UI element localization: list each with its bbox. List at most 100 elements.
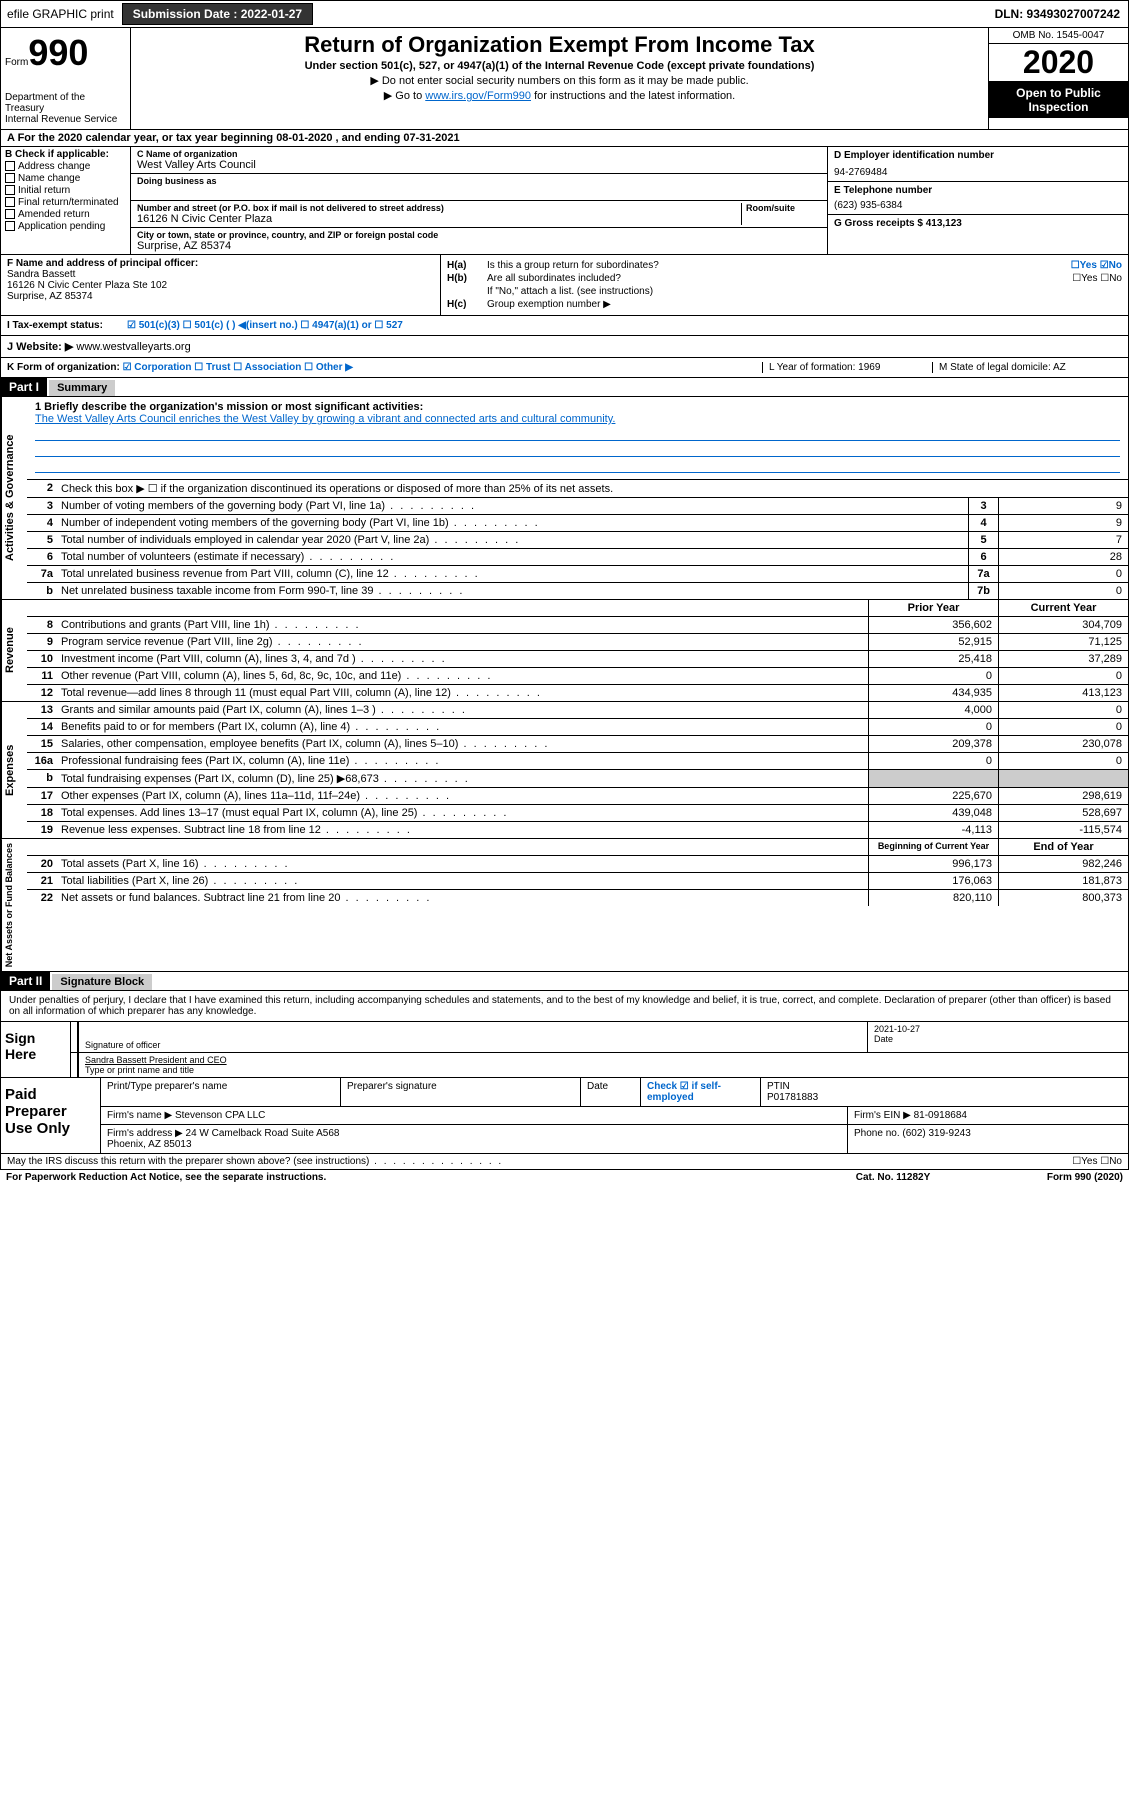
sig-row1: Signature of officer 2021-10-27 Date [71,1022,1128,1053]
sig-row2: Sandra Bassett President and CEO Type or… [71,1053,1128,1077]
row-val: 0 [998,583,1128,599]
prior-val: 52,915 [868,634,998,650]
b-amended[interactable]: Amended return [5,209,126,220]
c-city-box: City or town, state or province, country… [131,228,827,254]
discuss-yesno[interactable]: ☐Yes ☐No [1072,1156,1122,1167]
phone-value: (623) 935-6384 [834,200,1122,211]
part2-header: Part II Signature Block [0,972,1129,991]
row-num: 6 [27,549,57,565]
prep-sig[interactable]: Preparer's signature [341,1078,581,1106]
row-num: 8 [27,617,57,633]
row-text: Program service revenue (Part VIII, line… [57,634,868,650]
row-box: 7a [968,566,998,582]
part2-title: Signature Block [52,974,152,990]
sig-officer-label: Signature of officer [85,1040,861,1050]
b-name-change[interactable]: Name change [5,173,126,184]
i-options[interactable]: ☑ 501(c)(3) ☐ 501(c) ( ) ◀(insert no.) ☐… [127,320,403,331]
summary-row: b Net unrelated business taxable income … [27,583,1128,599]
g-receipts-box: G Gross receipts $ 413,123 [828,215,1128,232]
k-options[interactable]: ☑ Corporation ☐ Trust ☐ Association ☐ Ot… [123,362,353,373]
addr-label: Number and street (or P.O. box if mail i… [137,203,741,213]
c-name-box: C Name of organization West Valley Arts … [131,147,827,174]
prior-val: 434,935 [868,685,998,701]
blank-hdr [27,600,868,616]
summary-row: b Total fundraising expenses (Part IX, c… [27,770,1128,788]
prior-val: 25,418 [868,651,998,667]
k-form-org: K Form of organization: ☑ Corporation ☐ … [7,362,762,373]
efile-label: efile GRAPHIC print [1,5,120,23]
cat-number: Cat. No. 11282Y [803,1172,983,1183]
form990-link[interactable]: www.irs.gov/Form990 [425,90,531,102]
row-val: 28 [998,549,1128,565]
summary-row: 10 Investment income (Part VIII, column … [27,651,1128,668]
hb-yesno[interactable]: ☐Yes ☐No [1022,273,1122,284]
summary-row: 15 Salaries, other compensation, employe… [27,736,1128,753]
mission-text: The West Valley Arts Council enriches th… [35,413,1120,425]
current-val: 413,123 [998,685,1128,701]
submission-date[interactable]: Submission Date : 2022-01-27 [122,3,313,25]
footer-note: For Paperwork Reduction Act Notice, see … [0,1170,1129,1185]
subtitle: Under section 501(c), 527, or 4947(a)(1)… [135,60,984,72]
street-address: 16126 N Civic Center Plaza [137,213,741,225]
summary-row: 5 Total number of individuals employed i… [27,532,1128,549]
row-text: Total fundraising expenses (Part IX, col… [57,770,868,787]
row-box: 3 [968,498,998,514]
row-num: 20 [27,856,57,872]
ha-yesno[interactable]: ☐Yes ☑No [1022,260,1122,271]
part1-title: Summary [49,380,115,396]
summary-expenses: Expenses 13 Grants and similar amounts p… [0,702,1129,839]
row-text: Total unrelated business revenue from Pa… [57,566,968,582]
line2-text: Check this box ▶ ☐ if the organization d… [57,480,1128,497]
row-text: Number of voting members of the governin… [57,498,968,514]
row-num: 15 [27,736,57,752]
row-num: 3 [27,498,57,514]
line1-label: 1 Briefly describe the organization's mi… [35,401,1120,413]
b-address-change[interactable]: Address change [5,161,126,172]
prior-val [868,770,998,787]
k-label: K Form of organization: [7,362,120,373]
side-revenue: Revenue [1,600,27,701]
line2-num: 2 [27,480,57,497]
row-num: 4 [27,515,57,531]
officer-addr2: Surprise, AZ 85374 [7,291,434,302]
row-num: 12 [27,685,57,701]
row-text: Contributions and grants (Part VIII, lin… [57,617,868,633]
topbar: efile GRAPHIC print Submission Date : 20… [0,0,1129,28]
tax-exempt-row: I Tax-exempt status: ☑ 501(c)(3) ☐ 501(c… [0,316,1129,336]
type-label: Type or print name and title [85,1065,1122,1075]
netassets-content: Beginning of Current Year End of Year 20… [27,839,1128,971]
hc-label: H(c) [447,299,487,310]
website-value[interactable]: www.westvalleyarts.org [76,341,190,353]
hb-note: If "No," attach a list. (see instruction… [487,286,1122,297]
f-label: F Name and address of principal officer: [7,258,434,269]
note2-pre: ▶ Go to [384,90,425,102]
summary-netassets: Net Assets or Fund Balances Beginning of… [0,839,1129,972]
hb-text: Are all subordinates included? [487,273,1022,284]
prior-val: 0 [868,668,998,684]
note-goto: ▶ Go to www.irs.gov/Form990 for instruct… [135,89,984,102]
sig-name-field: Sandra Bassett President and CEO Type or… [79,1053,1128,1077]
prep-date[interactable]: Date [581,1078,641,1106]
form-header: Form990 Department of the Treasury Inter… [0,28,1129,130]
current-year-hdr: Current Year [998,600,1128,616]
prior-year-hdr: Prior Year [868,600,998,616]
klm-row: K Form of organization: ☑ Corporation ☐ … [0,358,1129,378]
summary-row: 3 Number of voting members of the govern… [27,498,1128,515]
row-text: Other revenue (Part VIII, column (A), li… [57,668,868,684]
summary-row: 6 Total number of volunteers (estimate i… [27,549,1128,566]
b-initial-return[interactable]: Initial return [5,185,126,196]
prep-self-employed[interactable]: Check ☑ if self-employed [641,1078,761,1106]
org-name: West Valley Arts Council [137,159,821,171]
h-column: H(a) Is this a group return for subordin… [441,255,1128,315]
b-final-return[interactable]: Final return/terminated [5,197,126,208]
sig-officer-field[interactable]: Signature of officer [79,1022,868,1052]
row-num: 10 [27,651,57,667]
governance-content: 1 Briefly describe the organization's mi… [27,397,1128,599]
summary-row: 13 Grants and similar amounts paid (Part… [27,702,1128,719]
summary-row: 17 Other expenses (Part IX, column (A), … [27,788,1128,805]
dept-treasury: Department of the Treasury Internal Reve… [5,92,126,125]
prep-name[interactable]: Print/Type preparer's name [101,1078,341,1106]
prior-val: 0 [868,753,998,769]
b-pending[interactable]: Application pending [5,221,126,232]
preparer-fields: Print/Type preparer's name Preparer's si… [101,1078,1128,1153]
